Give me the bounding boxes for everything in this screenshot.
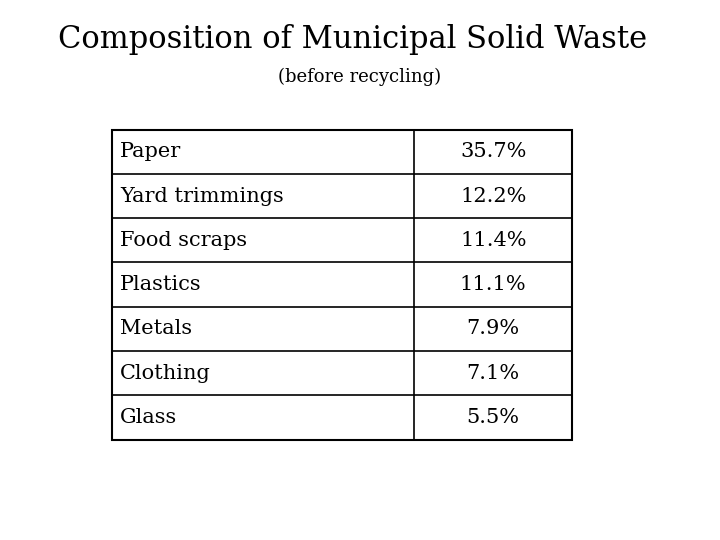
Text: 7.9%: 7.9%	[467, 319, 520, 339]
Text: 7.1%: 7.1%	[467, 363, 520, 383]
Text: 35.7%: 35.7%	[460, 142, 526, 161]
Text: (before recycling): (before recycling)	[279, 68, 441, 86]
Text: Clothing: Clothing	[120, 363, 211, 383]
Text: Yard trimmings: Yard trimmings	[120, 186, 284, 206]
Text: Composition of Municipal Solid Waste: Composition of Municipal Solid Waste	[58, 24, 647, 55]
Text: Metals: Metals	[120, 319, 192, 339]
Text: 5.5%: 5.5%	[467, 408, 520, 427]
Text: Glass: Glass	[120, 408, 178, 427]
Text: 12.2%: 12.2%	[460, 186, 526, 206]
Text: Food scraps: Food scraps	[120, 231, 248, 250]
Text: 11.4%: 11.4%	[460, 231, 526, 250]
Text: Plastics: Plastics	[120, 275, 202, 294]
Text: 11.1%: 11.1%	[460, 275, 526, 294]
Text: Paper: Paper	[120, 142, 181, 161]
